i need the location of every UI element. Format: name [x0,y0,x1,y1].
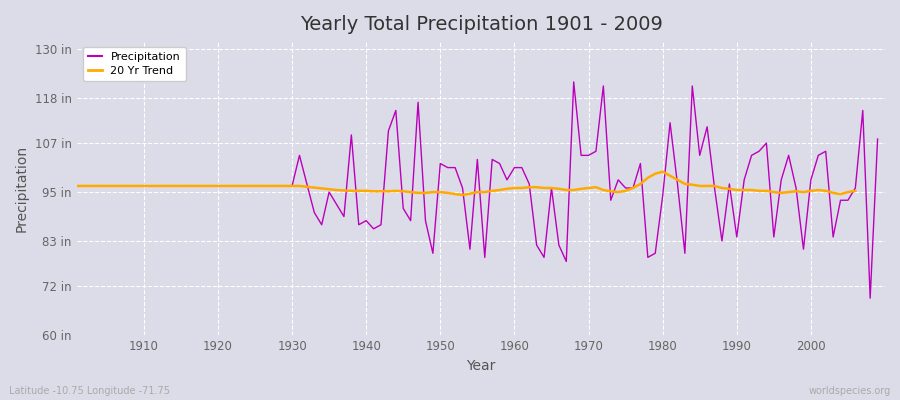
Title: Yearly Total Precipitation 1901 - 2009: Yearly Total Precipitation 1901 - 2009 [300,15,662,34]
Text: Latitude -10.75 Longitude -71.75: Latitude -10.75 Longitude -71.75 [9,386,170,396]
Text: worldspecies.org: worldspecies.org [809,386,891,396]
Legend: Precipitation, 20 Yr Trend: Precipitation, 20 Yr Trend [83,47,185,81]
X-axis label: Year: Year [466,359,496,373]
Y-axis label: Precipitation: Precipitation [15,144,29,232]
